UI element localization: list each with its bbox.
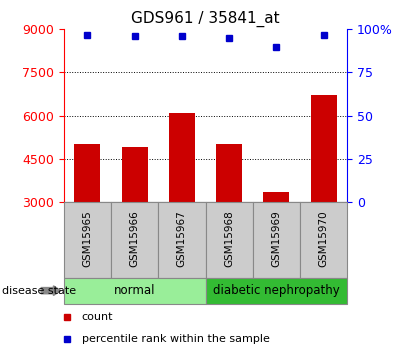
Text: GSM15966: GSM15966 bbox=[129, 210, 140, 267]
Bar bbox=[122, 147, 148, 202]
Text: GSM15970: GSM15970 bbox=[319, 210, 329, 267]
Bar bbox=[263, 192, 289, 202]
Text: percentile rank within the sample: percentile rank within the sample bbox=[82, 334, 270, 344]
Text: GSM15969: GSM15969 bbox=[271, 210, 282, 267]
Bar bbox=[158, 202, 206, 278]
Text: disease state: disease state bbox=[2, 286, 76, 296]
Bar bbox=[64, 202, 111, 278]
Text: GSM15967: GSM15967 bbox=[177, 210, 187, 267]
Bar bbox=[253, 202, 300, 278]
Bar bbox=[311, 96, 337, 202]
Bar bbox=[206, 278, 347, 304]
Bar bbox=[300, 202, 347, 278]
Text: GSM15965: GSM15965 bbox=[82, 210, 92, 267]
Bar bbox=[64, 278, 206, 304]
Title: GDS961 / 35841_at: GDS961 / 35841_at bbox=[131, 10, 280, 27]
Bar bbox=[111, 202, 158, 278]
Text: diabetic nephropathy: diabetic nephropathy bbox=[213, 284, 340, 297]
Text: GSM15968: GSM15968 bbox=[224, 210, 234, 267]
Bar bbox=[169, 113, 195, 202]
Bar bbox=[206, 202, 253, 278]
Bar bbox=[74, 144, 100, 202]
Text: count: count bbox=[82, 312, 113, 322]
Bar bbox=[216, 144, 242, 202]
Text: normal: normal bbox=[114, 284, 155, 297]
